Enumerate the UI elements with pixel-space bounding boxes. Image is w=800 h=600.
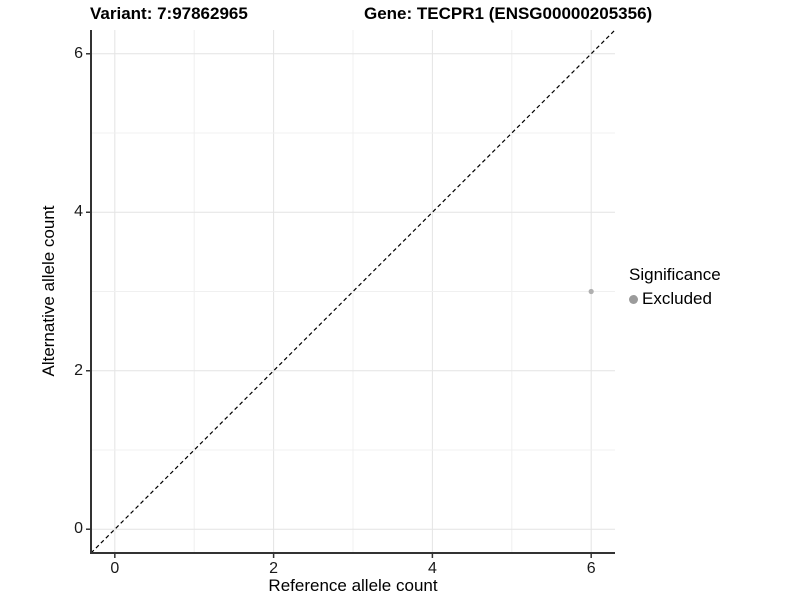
y-axis-title: Alternative allele count <box>39 205 58 377</box>
x-tick-label: 0 <box>110 560 120 577</box>
x-tick-label: 4 <box>427 560 437 577</box>
y-tick-label: 0 <box>74 520 83 538</box>
y-tick-label: 6 <box>74 44 83 62</box>
y-tick-label: 4 <box>74 203 83 221</box>
x-axis-title: Reference allele count <box>268 576 438 595</box>
excluded-dot-icon <box>629 294 638 304</box>
gene-title: Gene: TECPR1 (ENSG00000205356) <box>364 4 653 23</box>
y-tick-label: 2 <box>74 361 83 379</box>
identity-dashed-line <box>90 29 616 554</box>
x-tick-label: 2 <box>269 560 279 577</box>
legend-entry-label: Excluded <box>642 289 712 308</box>
data-point <box>588 288 594 295</box>
legend: Significance Excluded <box>629 265 721 309</box>
legend-title: Significance <box>629 265 721 284</box>
legend-entry-excluded: Excluded <box>629 289 721 309</box>
variant-title: Variant: 7:97862965 <box>90 4 248 23</box>
x-tick-label: 6 <box>586 560 596 577</box>
